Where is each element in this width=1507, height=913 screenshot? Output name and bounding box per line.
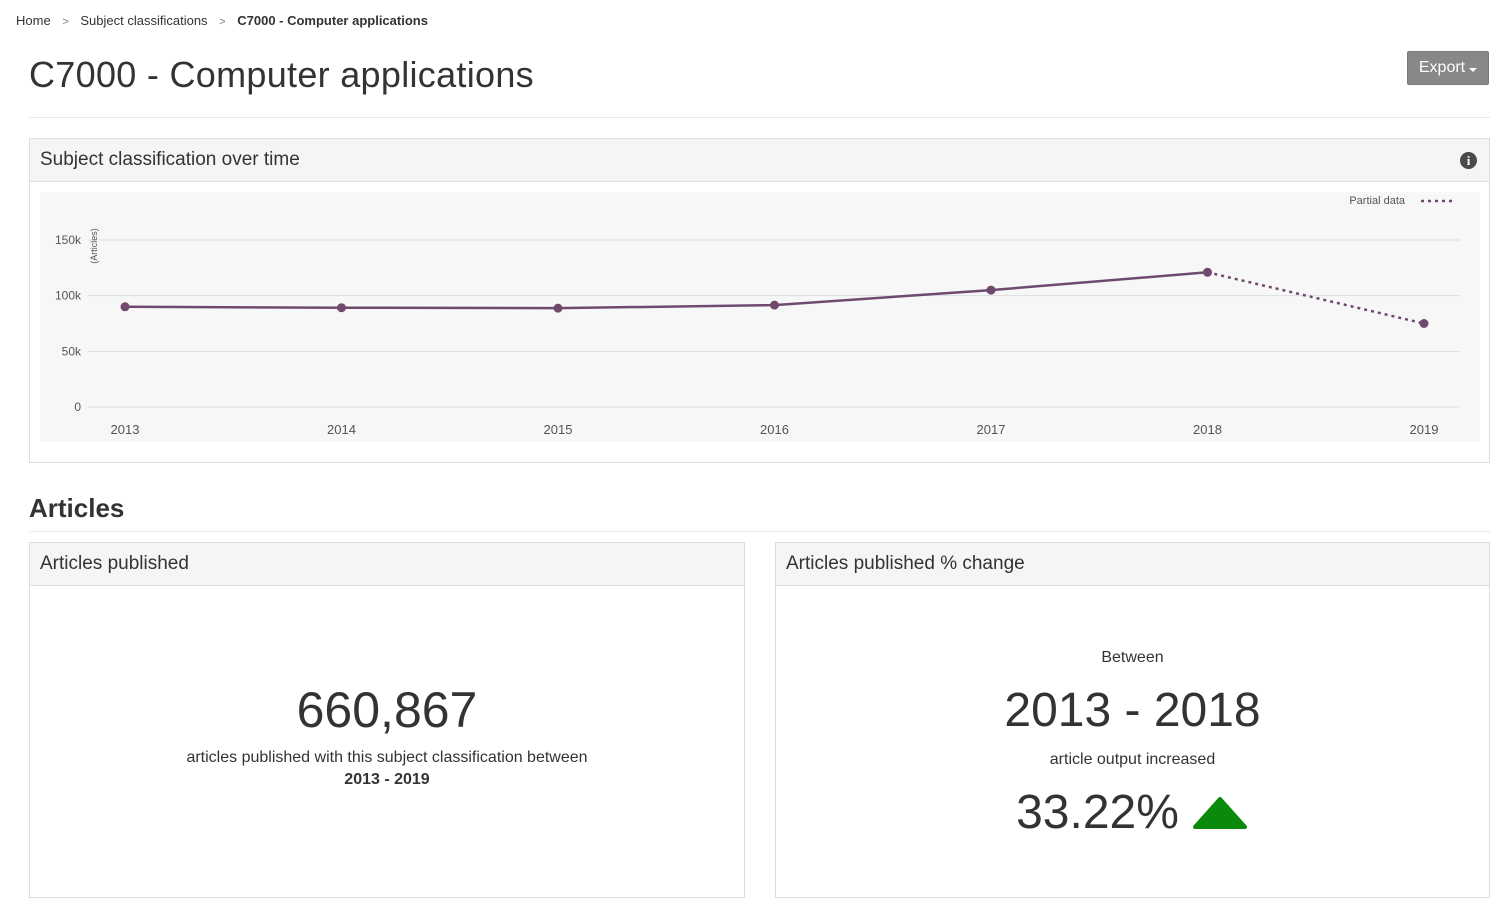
articles-section-title: Articles — [29, 493, 125, 523]
legend-label: Partial data — [1349, 195, 1406, 207]
articles-description: articles published with this subject cla… — [186, 749, 588, 766]
data-point — [986, 285, 996, 295]
data-point — [553, 303, 563, 313]
chart-panel-header: Subject classification over time i — [30, 139, 1489, 182]
chevron-down-icon — [1469, 67, 1478, 72]
change-range: 2013 - 2018 — [1004, 684, 1261, 737]
x-tick-label: 2017 — [977, 422, 1006, 437]
percent-row: 33.22% — [776, 785, 1489, 840]
x-tick-label: 2015 — [544, 422, 573, 437]
y-tick-label: 50k — [62, 344, 82, 358]
data-point — [770, 300, 779, 310]
chart-area: 0 50k 100k 150k (Articles) 2013 2014 2015 2016 20… — [40, 192, 1480, 442]
change-percent: 33.22% — [1016, 786, 1179, 839]
data-point — [120, 302, 130, 312]
breadcrumb-home-link[interactable]: Home — [16, 13, 51, 28]
articles-published-title: Articles published — [40, 553, 189, 574]
breadcrumb-separator: > — [62, 16, 69, 28]
y-tick-label: 150k — [55, 233, 82, 247]
breadcrumb-subject-classifications-link[interactable]: Subject classifications — [80, 13, 208, 28]
line-chart: 0 50k 100k 150k (Articles) 2013 2014 2015 2016 20… — [55, 195, 1460, 437]
chart-panel-title: Subject classification over time — [40, 149, 300, 170]
export-button[interactable]: Export — [1407, 51, 1489, 85]
partial-data-line — [1207, 271, 1425, 325]
x-tick-label: 2019 — [1410, 422, 1439, 437]
articles-published-header: Articles published — [30, 543, 744, 586]
data-point — [337, 303, 346, 313]
change-description: article output increased — [1049, 751, 1216, 768]
y-tick-label: 0 — [74, 400, 81, 414]
chart-panel: Subject classification over time i 0 50k 1… — [29, 138, 1490, 463]
breadcrumb-separator: > — [219, 16, 226, 28]
y-tick-label: 100k — [55, 289, 82, 303]
articles-change-title: Articles published % change — [786, 553, 1025, 574]
x-tick-label: 2016 — [760, 422, 789, 437]
x-tick-label: 2014 — [327, 422, 356, 437]
breadcrumb: Home > Subject classifications > C7000 -… — [16, 13, 428, 28]
articles-count: 660,867 — [296, 682, 478, 738]
breadcrumb-current: C7000 - Computer applications — [237, 13, 428, 28]
data-point — [1419, 319, 1429, 328]
info-icon[interactable]: i — [1460, 152, 1477, 169]
articles-change-header: Articles published % change — [776, 543, 1489, 586]
x-tick-label: 2013 — [111, 422, 140, 437]
articles-range: 2013 - 2019 — [344, 771, 430, 788]
articles-published-panel: Articles published 660,867 articles publ… — [29, 542, 745, 898]
x-tick-label: 2018 — [1193, 422, 1222, 437]
export-button-label: Export — [1418, 59, 1466, 76]
series-line — [124, 271, 1208, 310]
title-divider — [29, 117, 1490, 118]
section-divider — [29, 531, 1490, 532]
arrow-up-icon — [1192, 796, 1247, 829]
articles-change-panel: Articles published % change Between 2013… — [775, 542, 1490, 898]
data-point — [1203, 267, 1212, 277]
page-title: C7000 - Computer applications — [29, 54, 534, 95]
y-axis-label: (Articles) — [89, 228, 99, 264]
between-label: Between — [1101, 649, 1164, 666]
